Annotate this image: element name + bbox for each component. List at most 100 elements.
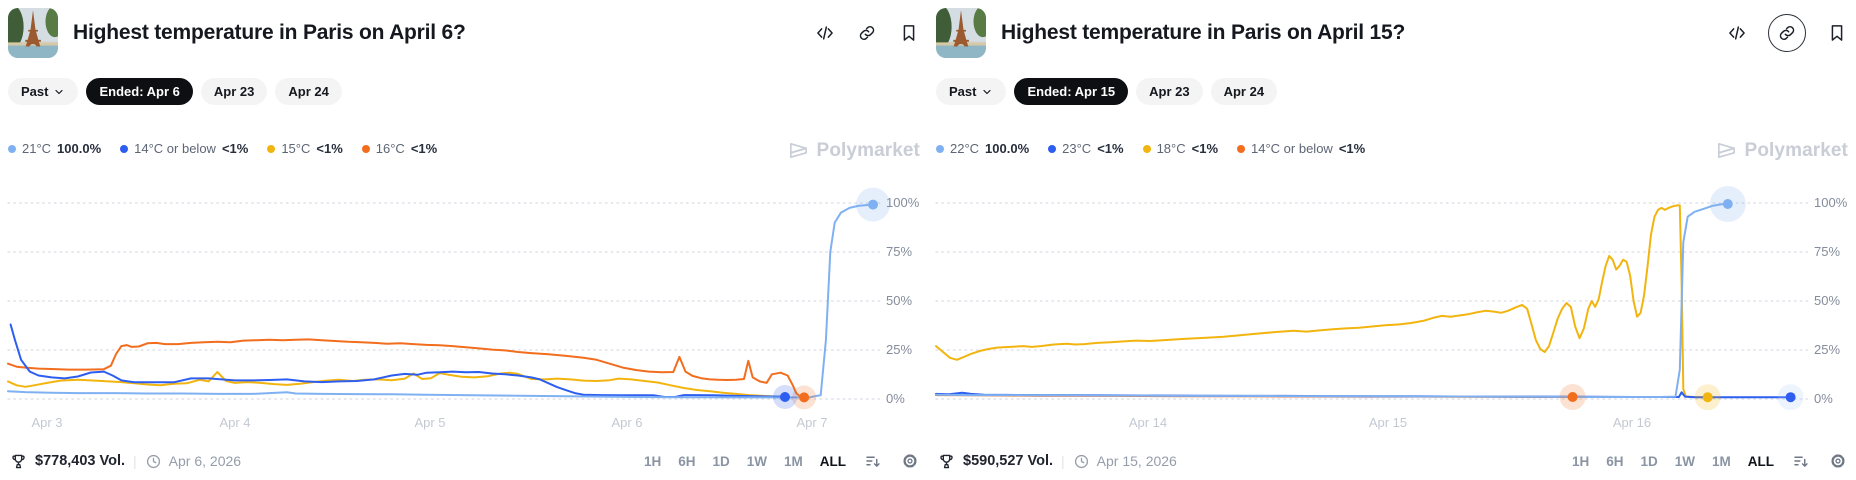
x-axis-label: Apr 6 — [611, 415, 643, 430]
market-header: Highest temperature in Paris on April 15… — [936, 6, 1848, 60]
date-group: Apr 6, 2026 — [145, 453, 241, 470]
x-axis-label: Apr 7 — [796, 415, 828, 430]
x-axis-label: Apr 15 — [1368, 415, 1408, 430]
legend-value: <1% — [221, 141, 249, 156]
pill-apr-23[interactable]: Apr 23 — [1136, 78, 1203, 105]
legend-label: 22°C — [950, 141, 980, 156]
date-filter-row: Past Ended: Apr 15 Apr 23 Apr 24 — [936, 78, 1278, 105]
copy-link-icon[interactable] — [856, 22, 878, 44]
legend-dot — [1237, 144, 1246, 153]
settings-gear-icon[interactable] — [1828, 451, 1848, 471]
timeframe-6h[interactable]: 6H — [1606, 453, 1624, 469]
log-scale-icon[interactable] — [863, 451, 883, 471]
y-axis-label: 25% — [1814, 342, 1841, 357]
legend-label: 14°C or below — [1251, 141, 1333, 156]
timeframe-all[interactable]: ALL — [1747, 453, 1774, 469]
eiffel-tower-image — [936, 8, 986, 58]
chart-canvas[interactable] — [0, 160, 928, 410]
embed-code-icon[interactable] — [814, 22, 836, 44]
timeframe-all[interactable]: ALL — [819, 453, 846, 469]
legend-value: <1% — [1191, 141, 1219, 156]
market-title: Highest temperature in Paris on April 15… — [1001, 21, 1406, 44]
volume-group: $778,403 Vol. — [10, 453, 125, 470]
x-axis-label: Apr 14 — [1128, 415, 1168, 430]
legend-dot — [361, 144, 370, 153]
past-dropdown[interactable]: Past — [8, 78, 79, 105]
volume-text: $590,527 Vol. — [963, 453, 1054, 469]
legend-dot — [1048, 144, 1057, 153]
watermark-text: Polymarket — [1744, 139, 1848, 161]
legend-label: 15°C — [281, 141, 311, 156]
date-group: Apr 15, 2026 — [1073, 453, 1177, 470]
polymarket-logo-icon — [1717, 142, 1735, 159]
legend-label: 14°C or below — [134, 141, 216, 156]
past-dropdown[interactable]: Past — [936, 78, 1007, 105]
x-axis-label: Apr 4 — [219, 415, 251, 430]
header-actions — [1726, 14, 1848, 52]
legend-item[interactable]: 15°C <1% — [267, 141, 343, 156]
pill-ended-date[interactable]: Ended: Apr 6 — [86, 78, 193, 105]
x-axis-label: Apr 3 — [31, 415, 63, 430]
y-axis-label: 0% — [1814, 391, 1833, 406]
chart-canvas[interactable] — [928, 160, 1856, 410]
legend-item[interactable]: 22°C 100.0% — [936, 141, 1029, 156]
pill-apr-24[interactable]: Apr 24 — [275, 78, 342, 105]
pill-apr-24[interactable]: Apr 24 — [1210, 78, 1278, 105]
bookmark-icon[interactable] — [898, 22, 920, 44]
timeframe-1w[interactable]: 1W — [746, 453, 767, 469]
trophy-icon — [10, 453, 27, 470]
log-scale-icon[interactable] — [1791, 451, 1811, 471]
past-dropdown-label: Past — [21, 84, 49, 99]
legend-value: <1% — [410, 141, 438, 156]
settings-gear-icon[interactable] — [900, 451, 920, 471]
price-chart[interactable]: 100% 75% 50% 25% 0% Apr 14 Apr 15 Apr 16 — [928, 160, 1856, 440]
clock-icon — [145, 453, 162, 470]
timeframe-1m[interactable]: 1M — [783, 453, 803, 469]
market-thumbnail-eiffel-tower — [936, 8, 986, 58]
end-date-text: Apr 15, 2026 — [1096, 453, 1177, 469]
timeframe-1h[interactable]: 1H — [1571, 453, 1590, 469]
bookmark-icon[interactable] — [1826, 22, 1848, 44]
legend-label: 16°C — [375, 141, 405, 156]
end-date-text: Apr 6, 2026 — [168, 453, 242, 469]
timeframe-1d[interactable]: 1D — [1640, 453, 1658, 469]
legend-item[interactable]: 21°C 100.0% — [8, 141, 101, 156]
chart-legend: 22°C 100.0% 23°C <1% 18°C <1% 14°C or be… — [936, 141, 1365, 156]
polymarket-logo-icon — [789, 142, 807, 159]
timeframe-selector: 1H 6H 1D 1W 1M ALL — [644, 451, 920, 471]
y-axis-label: 75% — [886, 244, 913, 259]
copy-link-button-hovered[interactable] — [1768, 14, 1806, 52]
timeframe-6h[interactable]: 6H — [678, 453, 696, 469]
legend-item[interactable]: 23°C <1% — [1048, 141, 1124, 156]
timeframe-1w[interactable]: 1W — [1674, 453, 1695, 469]
polymarket-watermark: Polymarket — [1715, 139, 1848, 162]
pill-apr-23[interactable]: Apr 23 — [200, 78, 268, 105]
polymarket-watermark: Polymarket — [787, 139, 920, 162]
card-footer: $590,527 Vol. | Apr 15, 2026 1H 6H 1D 1W… — [938, 446, 1848, 476]
market-thumbnail-eiffel-tower — [8, 8, 58, 58]
clock-icon — [1073, 453, 1090, 470]
x-axis-label: Apr 5 — [414, 415, 446, 430]
legend-item[interactable]: 14°C or below <1% — [1237, 141, 1365, 156]
legend-dot — [1142, 144, 1151, 153]
legend-item[interactable]: 14°C or below <1% — [120, 141, 248, 156]
legend-dot — [936, 144, 944, 153]
copy-link-icon — [1776, 22, 1798, 44]
legend-item[interactable]: 18°C <1% — [1142, 141, 1219, 156]
embed-code-icon[interactable] — [1726, 22, 1748, 44]
date-filter-row: Past Ended: Apr 6 Apr 23 Apr 24 — [8, 78, 342, 105]
chevron-down-icon — [55, 89, 64, 94]
timeframe-1d[interactable]: 1D — [712, 453, 730, 469]
pill-ended-date[interactable]: Ended: Apr 15 — [1014, 78, 1129, 105]
legend-item[interactable]: 16°C <1% — [361, 141, 438, 156]
legend-label: 21°C — [22, 141, 52, 156]
timeframe-1h[interactable]: 1H — [643, 453, 662, 469]
y-axis-label: 100% — [1814, 195, 1848, 210]
card-footer: $778,403 Vol. | Apr 6, 2026 1H 6H 1D 1W … — [10, 446, 920, 476]
legend-label: 18°C — [1156, 141, 1186, 156]
y-axis-label: 25% — [886, 342, 913, 357]
legend-value: <1% — [316, 141, 343, 156]
price-chart[interactable]: 100% 75% 50% 25% 0% Apr 3 Apr 4 Apr 5 Apr 6 Apr … — [0, 160, 928, 440]
timeframe-1m[interactable]: 1M — [1711, 453, 1731, 469]
